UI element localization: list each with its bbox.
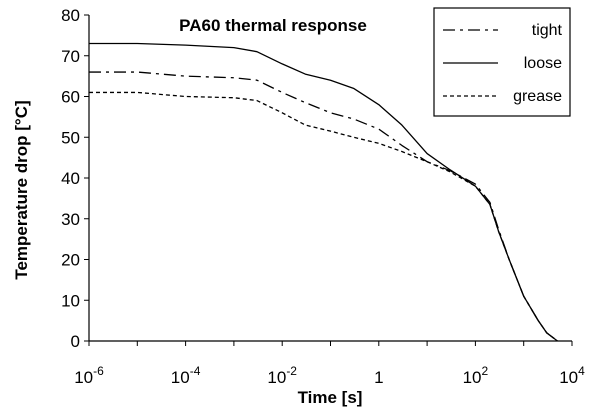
x-tick-label: 102	[463, 364, 489, 387]
y-axis: 0 10 20 30 40 50 60 70 80	[61, 6, 89, 351]
x-tick-exponent: 2	[482, 364, 489, 378]
series-line-tight	[89, 71, 558, 342]
x-tick-label: 10-2	[267, 364, 297, 387]
y-tick-label: 60	[61, 88, 80, 107]
x-tick-exponent: -6	[93, 364, 104, 378]
series-layer	[89, 42, 558, 342]
x-tick-exponent: 4	[578, 364, 585, 378]
legend-box	[433, 7, 571, 117]
x-tick-base: 10	[267, 368, 286, 387]
x-axis-title: Time [s]	[298, 388, 363, 407]
x-tick-exponent: -4	[190, 364, 201, 378]
x-tick-label: 104	[559, 364, 585, 387]
x-tick-base: 1	[374, 368, 383, 387]
x-tick-label: 10-4	[171, 364, 201, 387]
y-tick-label: 40	[61, 169, 80, 188]
y-tick-label: 50	[61, 128, 80, 147]
y-tick-label: 0	[71, 332, 80, 351]
y-tick-label: 70	[61, 47, 80, 66]
x-tick-exponent: -2	[286, 364, 297, 378]
y-axis-title: Temperature drop [°C]	[12, 100, 31, 279]
series-line-grease	[89, 91, 558, 342]
legend: tight loose grease	[433, 7, 571, 117]
legend-label-grease: grease	[513, 88, 562, 105]
x-tick-base: 10	[463, 368, 482, 387]
y-tick-label: 30	[61, 210, 80, 229]
x-tick-base: 10	[74, 368, 93, 387]
x-axis: 10-6 10-4 10-2 1 102 104	[74, 341, 585, 387]
x-tick-base: 10	[559, 368, 578, 387]
x-tick-label: 1	[374, 368, 383, 387]
legend-label-loose: loose	[524, 55, 562, 72]
legend-label-tight: tight	[532, 22, 563, 39]
y-tick-label: 80	[61, 6, 80, 25]
y-tick-label: 10	[61, 291, 80, 310]
x-tick-label: 10-6	[74, 364, 104, 387]
x-tick-base: 10	[171, 368, 190, 387]
y-tick-label: 20	[61, 251, 80, 270]
chart-title: PA60 thermal response	[179, 16, 367, 35]
